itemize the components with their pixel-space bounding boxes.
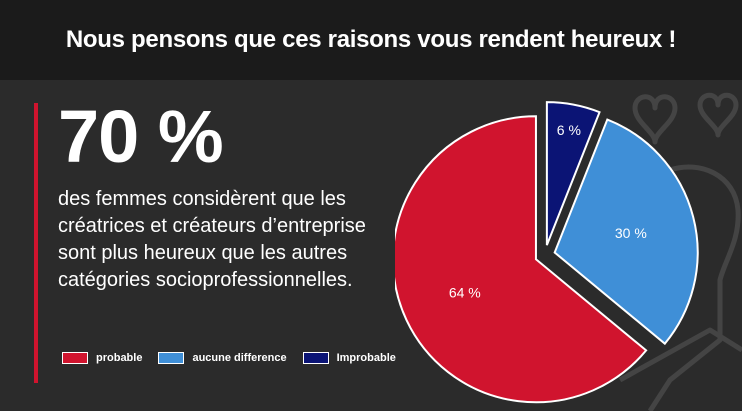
legend-item-probable: probable	[62, 352, 142, 364]
background-decoration	[618, 92, 742, 411]
pie-data-label: 64 %	[449, 285, 481, 301]
big-stat: 70 %	[58, 95, 224, 178]
heart-icon	[632, 94, 678, 145]
stat-description: des femmes considèrent que les créatrice…	[58, 188, 366, 291]
pie-slice-probable	[395, 115, 648, 404]
person-icon	[647, 164, 741, 411]
pie-data-label: 6 %	[557, 122, 581, 138]
heart-icon	[697, 92, 739, 138]
pie-chart: 6 % 30 % 64 %	[395, 101, 699, 404]
accent-line	[34, 103, 38, 383]
legend-label: aucune difference	[192, 352, 287, 364]
legend-swatch	[62, 352, 88, 364]
legend-swatch	[158, 352, 185, 364]
pie-slice-aucune-difference	[553, 118, 699, 346]
legend-item-aucune-difference: aucune difference	[158, 352, 287, 364]
legend: probable aucune difference Improbable	[62, 352, 412, 364]
legend-label: probable	[96, 352, 143, 364]
page-title: Nous pensons que ces raisons vous renden…	[65, 26, 677, 53]
pie-slice-improbable	[545, 101, 601, 246]
legend-label: Improbable	[336, 352, 396, 364]
title-bar: Nous pensons que ces raisons vous renden…	[0, 0, 742, 80]
legend-swatch	[302, 352, 329, 364]
legend-item-improbable: Improbable	[302, 352, 396, 364]
pie-data-label: 30 %	[615, 225, 647, 241]
